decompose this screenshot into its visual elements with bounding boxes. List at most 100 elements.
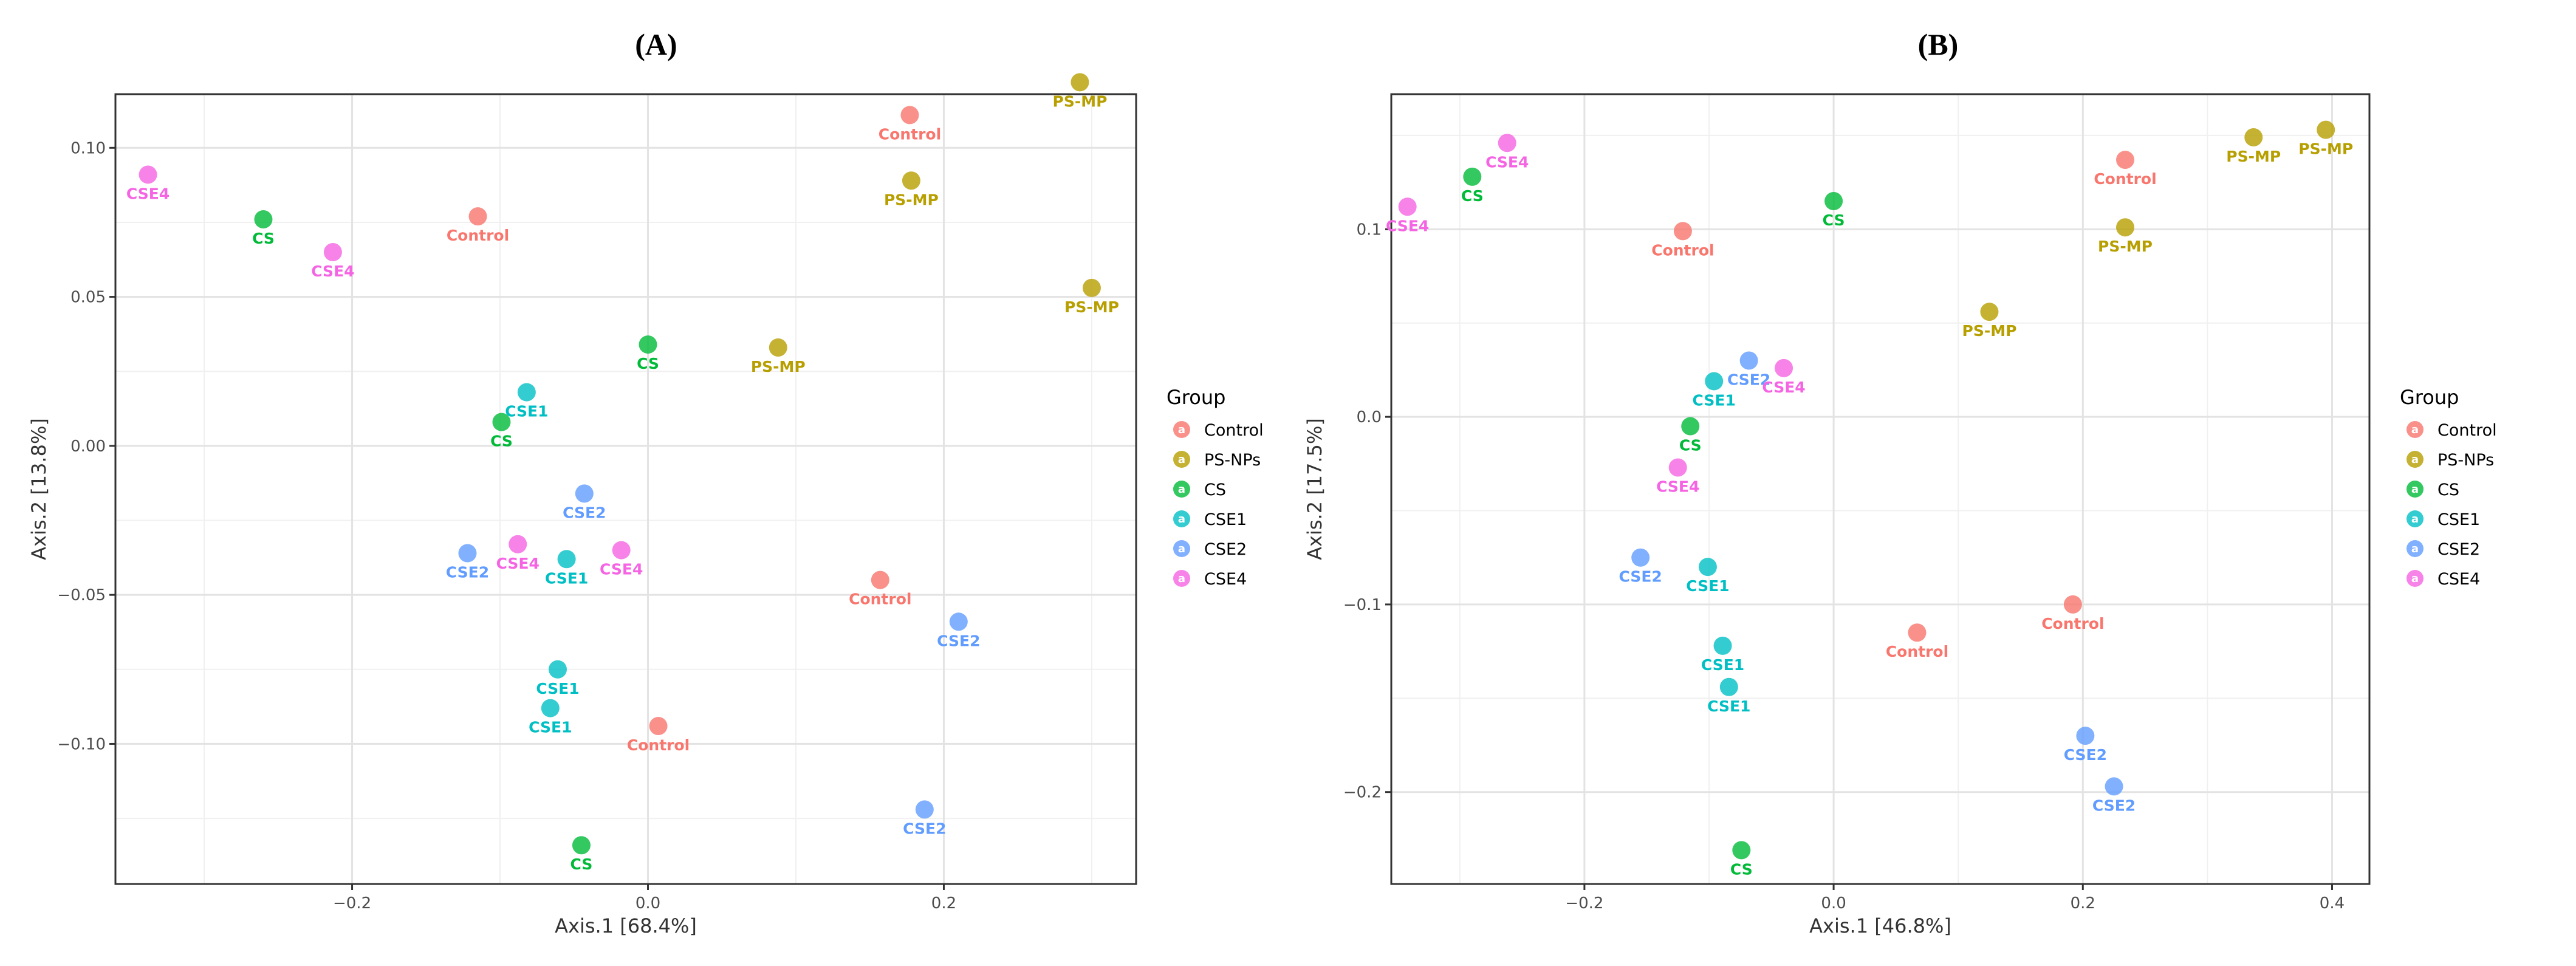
legend-key-glyph: a: [2411, 483, 2419, 496]
point-label: CSE4: [600, 561, 643, 578]
data-point: [769, 338, 787, 357]
data-point: [2076, 727, 2095, 745]
legend-key: [2406, 481, 2424, 498]
point-label: Control: [1651, 241, 1714, 259]
legend-label: Control: [1204, 421, 1264, 440]
point-label: PS-MP: [2098, 238, 2153, 255]
point-label: CSE1: [1707, 697, 1750, 715]
legend-key: [1173, 570, 1190, 587]
point-label: CSE1: [1701, 656, 1744, 674]
data-point: [1673, 222, 1692, 241]
legend-key: [1173, 540, 1190, 557]
plot-panel-b: (B) −0.2 0.0 0.2 0.4 −0.2 −0.1 0.0 0.1 Axis.1 [46…: [1303, 27, 2497, 937]
point-label: CSE4: [1762, 379, 1805, 396]
x-tick-label: −0.2: [1565, 894, 1603, 913]
data-point: [612, 541, 631, 560]
data-point: [1775, 358, 1793, 377]
point-label: Control: [1886, 643, 1948, 660]
legend-key: [1173, 421, 1190, 438]
data-point: [2105, 777, 2123, 796]
point-label: CS: [637, 355, 659, 372]
point-label: CSE4: [311, 262, 354, 280]
data-point: [139, 165, 157, 184]
data-point: [1082, 278, 1101, 297]
point-label: CS: [1823, 211, 1845, 229]
x-axis-title: Axis.1 [46.8%]: [1809, 914, 1951, 937]
point-label: CSE4: [1485, 153, 1529, 171]
legend-key: [2406, 451, 2424, 468]
data-point: [1719, 677, 1738, 696]
point-label: PS-MP: [1053, 92, 1108, 110]
legend-key: [2406, 570, 2424, 587]
point-label: PS-MP: [884, 191, 939, 208]
y-tick-label: 0.10: [70, 139, 106, 157]
data-point: [2317, 120, 2335, 139]
point-label: Control: [447, 227, 509, 244]
data-point: [1908, 623, 1927, 642]
point-label: CS: [570, 855, 593, 873]
legend-key-glyph: a: [1178, 513, 1185, 526]
data-point: [492, 413, 511, 431]
legend-label: CSE4: [1204, 570, 1247, 589]
legend-key-glyph: a: [1178, 483, 1185, 496]
data-point: [1668, 458, 1687, 477]
y-tick-label: −0.2: [1343, 784, 1382, 802]
data-point: [1732, 841, 1751, 860]
x-tick-label: 0.2: [931, 894, 956, 913]
point-label: PS-MP: [1064, 298, 1119, 316]
point-label: CSE2: [903, 820, 946, 837]
point-label: Control: [2094, 170, 2156, 188]
point-label: CSE2: [446, 563, 489, 581]
panel-title: (B): [1918, 27, 1959, 61]
data-point: [871, 570, 889, 589]
point-label: CSE2: [937, 632, 980, 649]
point-label: CSE1: [1686, 577, 1729, 595]
legend-key: [2406, 421, 2424, 438]
point-label: PS-MP: [1962, 322, 2017, 340]
point-label: CSE2: [1619, 568, 1662, 586]
point-label: PS-MP: [751, 358, 806, 375]
data-point: [2116, 218, 2135, 237]
legend-key-glyph: a: [2411, 513, 2419, 526]
point-label: CSE4: [1656, 478, 1699, 495]
legend-key: [2406, 540, 2424, 557]
data-point: [1681, 417, 1700, 436]
legend-key-glyph: a: [1178, 572, 1185, 585]
point-label: CSE2: [2092, 796, 2136, 814]
point-label: CSE1: [545, 569, 588, 587]
point-label: CSE4: [126, 185, 170, 202]
data-point: [1713, 636, 1732, 655]
plot-background: [115, 94, 1136, 884]
y-tick-label: 0.05: [70, 289, 106, 307]
legend-label: PS-NPs: [1204, 451, 1261, 470]
data-point: [575, 484, 594, 503]
data-point: [541, 699, 560, 718]
legend-label: CS: [1204, 481, 1226, 499]
data-point: [468, 207, 487, 226]
legend-label: CSE2: [1204, 540, 1247, 559]
point-label: CS: [490, 433, 513, 450]
data-point: [458, 544, 477, 563]
data-point: [900, 106, 919, 125]
data-point: [509, 535, 527, 553]
point-label: Control: [849, 591, 911, 608]
legend: Group a Control a PS-NPs a CS a CSE1 a CSE2 a CSE4: [2400, 386, 2497, 589]
data-point: [649, 717, 668, 735]
y-axis-title: Axis.2 [13.8%]: [27, 418, 50, 560]
data-point: [2063, 595, 2082, 614]
data-point: [902, 171, 920, 190]
point-label: CS: [1730, 860, 1753, 878]
legend-key-glyph: a: [2411, 423, 2419, 436]
legend-key: [2406, 510, 2424, 527]
y-tick-label: 0.00: [70, 437, 106, 456]
y-tick-label: 0.0: [1357, 408, 1382, 426]
data-point: [1070, 73, 1089, 92]
legend-key: [1173, 451, 1190, 468]
point-label: PS-MP: [2226, 148, 2281, 165]
data-point: [1739, 351, 1758, 370]
data-point: [1498, 134, 1516, 152]
legend-key-glyph: a: [2411, 453, 2419, 466]
data-point: [1463, 167, 1482, 186]
legend-label: CSE2: [2437, 540, 2480, 559]
panel-title: (A): [635, 27, 677, 61]
